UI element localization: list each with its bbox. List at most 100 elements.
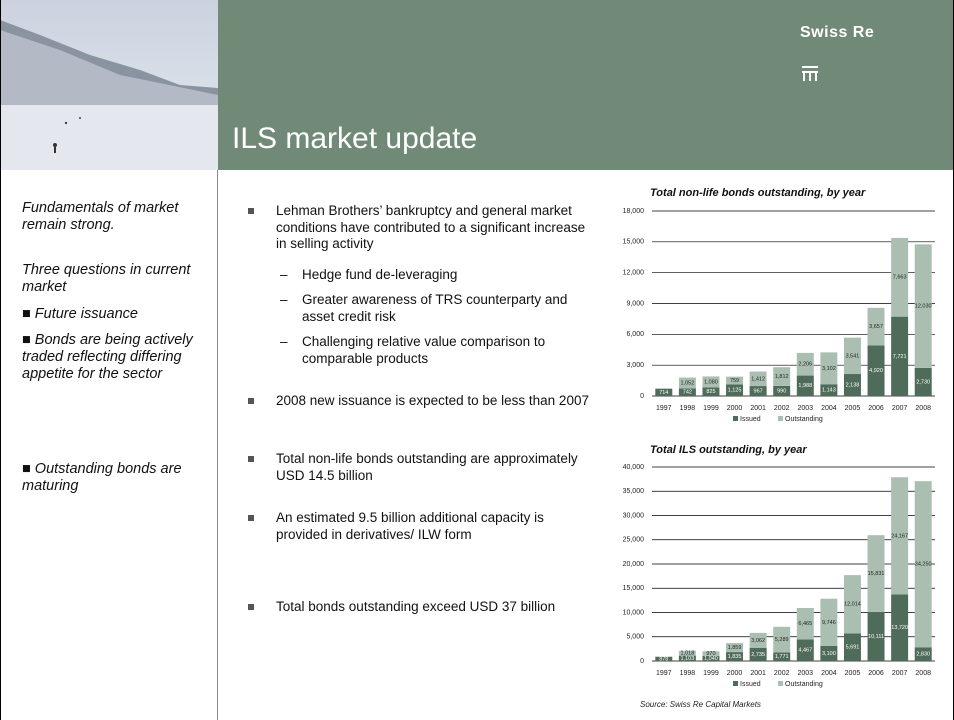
sidebar-text: Fundamentals of market remain strong.: [22, 200, 179, 233]
bar-segment: [843, 633, 861, 661]
bullet: Total bonds outstanding exceed USD 37 bi…: [248, 599, 593, 616]
bullet: 2008 new issuance is expected to be less…: [248, 393, 593, 410]
y-tick-label: 40,000: [623, 464, 645, 471]
data-label: 1,812: [775, 374, 789, 380]
bar-segment: [702, 376, 720, 388]
bar-segment: [891, 316, 909, 396]
x-tick-label: 1999: [703, 670, 719, 677]
legend-swatch: [733, 681, 738, 686]
data-label: 12,030: [915, 304, 932, 310]
x-tick-label: 1998: [680, 405, 696, 412]
x-tick-label: 1997: [656, 670, 672, 677]
bar-segment: [843, 374, 861, 396]
frame: [0, 0, 1, 720]
data-label: 1,412: [751, 376, 765, 382]
bar-segment: [914, 647, 932, 661]
y-tick-label: 18,000: [623, 208, 645, 215]
bullet-text: Total non-life bonds outstanding are app…: [276, 451, 578, 483]
x-tick-label: 1999: [703, 405, 719, 412]
bar-segment: [726, 376, 744, 385]
bar-segment: [867, 345, 885, 396]
x-tick-label: 2002: [774, 405, 790, 412]
x-tick-label: 2000: [727, 405, 743, 412]
bar-segment: [773, 652, 791, 661]
bar-segment: [749, 632, 767, 648]
y-tick-label: 12,000: [623, 270, 645, 277]
x-tick-label: 2002: [774, 670, 790, 677]
y-tick-label: 6,000: [626, 331, 644, 338]
bar-segment: [867, 535, 885, 612]
bar-segment: [914, 367, 932, 396]
bar-segment: [820, 598, 838, 646]
bar-segment: [678, 655, 696, 661]
chart-title: Total non-life bonds outstanding, by yea…: [650, 187, 866, 199]
data-label: 24,167: [891, 533, 908, 539]
bar-segment: [820, 384, 838, 396]
x-tick-label: 2006: [868, 405, 884, 412]
data-label: 825: [706, 389, 715, 395]
bar-segment: [749, 386, 767, 396]
bullet: Total non-life bonds outstanding are app…: [248, 451, 593, 484]
header-band: [218, 0, 954, 170]
data-label: 13,720: [891, 625, 908, 631]
data-label: 5,691: [846, 645, 860, 651]
x-tick-label: 2007: [892, 670, 908, 677]
sidebar-text: Bonds are being actively traded reflecti…: [22, 332, 193, 382]
x-tick-label: 2003: [798, 405, 814, 412]
legend-swatch: [778, 416, 783, 421]
y-tick-label: 35,000: [623, 488, 645, 495]
bar-segment: [655, 388, 673, 396]
bullet-text: Lehman Brothers’ bankruptcy and general …: [276, 203, 586, 251]
x-tick-label: 1998: [680, 670, 696, 677]
y-tick-label: 5,000: [626, 634, 644, 641]
data-label: 7,721: [893, 354, 907, 360]
x-tick-label: 2001: [750, 405, 766, 412]
data-label: 4,467: [798, 648, 812, 654]
x-tick-label: 2001: [750, 670, 766, 677]
x-tick-label: 2008: [915, 670, 931, 677]
bar-segment: [820, 645, 838, 661]
bar-segment: [843, 575, 861, 634]
data-label: 2,206: [798, 362, 812, 368]
x-tick-label: 2008: [915, 405, 931, 412]
sidebar-item: ■ Outstanding bonds are maturing: [22, 461, 182, 494]
bar-segment: [796, 639, 814, 661]
x-tick-label: 2004: [821, 405, 837, 412]
bullet-text: 2008 new issuance is expected to be less…: [276, 393, 589, 408]
bar-segment: [678, 650, 696, 656]
y-tick-label: 30,000: [623, 512, 645, 519]
data-label: 1,771: [775, 654, 789, 660]
x-tick-label: 2005: [845, 405, 861, 412]
bar-segment: [796, 352, 814, 376]
data-label: 2,730: [916, 379, 930, 385]
legend-label: Issued: [740, 416, 761, 423]
legend-label: Issued: [740, 681, 761, 688]
data-label: 6,465: [798, 621, 812, 627]
sub-bullet: – Challenging relative value comparison t…: [280, 334, 580, 367]
data-label: 1,018: [680, 651, 694, 657]
sidebar-text: Future issuance: [34, 306, 138, 322]
bar-segment: [655, 656, 673, 661]
bar-segment: [726, 652, 744, 661]
data-label: 3,100: [822, 651, 836, 657]
header-photo: [0, 0, 218, 170]
legend-label: Outstanding: [785, 416, 823, 423]
divider: [217, 170, 218, 720]
bar-segment: [726, 384, 744, 396]
bar-segment: [867, 307, 885, 346]
y-tick-label: 10,000: [623, 609, 645, 616]
slide-title: ILS market update: [232, 122, 478, 155]
data-label: 1,988: [798, 383, 812, 389]
bullet-text: Total bonds outstanding exceed USD 37 bi…: [276, 599, 556, 614]
data-label: 2,735: [751, 652, 765, 658]
x-tick-label: 2006: [868, 670, 884, 677]
sidebar-text: Three questions in current market: [22, 262, 191, 295]
data-label: 2,138: [846, 382, 860, 388]
bar-segment: [796, 607, 814, 640]
data-label: 10,111: [868, 634, 884, 640]
data-label: 990: [777, 388, 786, 394]
data-label: 12,014: [844, 602, 861, 608]
data-label: 742: [683, 390, 692, 396]
